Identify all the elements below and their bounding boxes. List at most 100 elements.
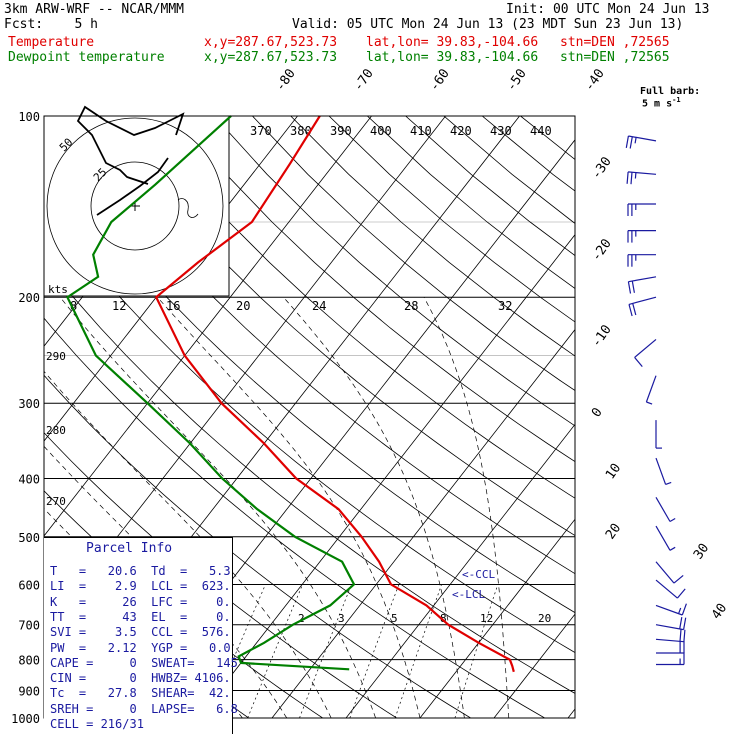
temp-label-top: -60 <box>427 66 453 94</box>
wind-barb <box>625 135 657 149</box>
valid-time: Valid: 05 UTC Mon 24 Jun 13 (23 MDT Sun … <box>292 17 684 32</box>
parcel-row: K = 26 LFC = 0. <box>50 594 231 609</box>
barb-legend-units-exp: -1 <box>672 96 681 104</box>
dry-adiabat <box>44 317 545 718</box>
pressure-tick-label: 300 <box>18 397 40 411</box>
wind-barb <box>655 603 687 616</box>
mixing-ratio-label: 3 <box>338 612 345 625</box>
dry-adiabat <box>60 116 575 575</box>
parcel-info-title: Parcel Info <box>86 541 173 556</box>
barb-flag <box>679 629 682 642</box>
temp-label-right: 20 <box>603 521 624 542</box>
parcel-row: PW = 2.12 YGP = 0.0 <box>50 640 231 655</box>
wind-barb <box>628 296 657 317</box>
dry-adiabat <box>44 260 575 694</box>
pressure-tick-label: 1000 <box>11 712 40 726</box>
isotherm <box>197 234 575 718</box>
parcel-info-panel: Parcel Info T = 20.6 Td = 5.3 LI = 2.9 LC… <box>44 537 238 734</box>
wind-barb <box>627 276 657 294</box>
barb-flag <box>628 304 633 317</box>
barb-staff <box>628 171 657 175</box>
barb-staff <box>628 296 657 305</box>
barb-flag <box>625 135 629 149</box>
temp-label-right: -30 <box>589 154 615 182</box>
theta-label: 390 <box>330 124 352 138</box>
barb-flag <box>631 280 635 293</box>
mixing-ratio-line <box>394 584 442 718</box>
ccl-mark: <-CCL <box>462 568 495 581</box>
moist-adiabat <box>283 296 465 718</box>
dry-adiabat <box>44 146 575 614</box>
barb-legend-units: 5 m s-1 <box>642 95 681 109</box>
barb-staff <box>628 276 657 283</box>
barb-staff <box>655 457 667 485</box>
dry-adiabat <box>481 116 575 192</box>
parcel-row: CAPE = 0 SWEAT= 145 <box>50 655 238 670</box>
temp-label-right: -20 <box>589 236 615 264</box>
mixing-ratio-line <box>208 584 266 718</box>
wind-barb <box>627 203 656 216</box>
barb-staff <box>655 496 671 522</box>
barb-flag <box>626 171 629 184</box>
temperature-line <box>154 115 515 673</box>
barb-flag <box>630 172 633 185</box>
parcel-row: LI = 2.9 LCL = 623. <box>50 579 231 594</box>
mixing-ratio-label: 12 <box>480 612 493 625</box>
wind-barb <box>627 230 656 243</box>
temp-label-right: 40 <box>709 601 730 622</box>
temp-label-top: -70 <box>351 66 377 94</box>
barb-staff <box>655 638 684 643</box>
barb-flag <box>681 603 687 616</box>
temp-label-right: 0 <box>589 405 606 420</box>
inset-speed-label: 12 <box>112 299 126 313</box>
temp-label-right: 10 <box>603 461 624 482</box>
moist-adiabat <box>44 370 332 718</box>
hodograph-detail <box>177 198 199 218</box>
dewpoint-label: Dewpoint temperature <box>8 50 165 65</box>
height-label: 290 <box>46 350 66 363</box>
barb-flag <box>646 401 653 405</box>
inset-speed-label: 24 <box>312 299 326 313</box>
mixing-ratio-line <box>299 584 352 718</box>
barb-flag <box>627 281 632 294</box>
barb-legend-units-text: 5 m s <box>642 98 673 110</box>
temp-label-right: -10 <box>589 322 615 350</box>
temp-label-top: -80 <box>273 66 299 94</box>
temp-label-right: 30 <box>691 541 712 562</box>
wind-barb <box>655 457 672 485</box>
moist-adiabat <box>423 297 510 718</box>
inset-units: kts <box>48 283 68 296</box>
temperature-latlon: lat,lon= 39.83,-104.66 <box>366 35 539 50</box>
barb-flag <box>629 136 633 149</box>
wind-barb <box>655 616 687 631</box>
dry-adiabat <box>98 116 575 537</box>
isotherm <box>642 116 740 718</box>
mixing-ratio-label: 20 <box>538 612 551 625</box>
parcel-row: SVI = 3.5 CCL = 576. <box>50 625 231 640</box>
pressure-tick-label: 200 <box>18 291 40 305</box>
pressure-tick-label: 100 <box>18 110 40 124</box>
barb-flag <box>679 616 683 630</box>
barb-staff <box>655 624 684 631</box>
mixing-ratio-label: 8 <box>440 612 447 625</box>
wind-barb <box>656 641 685 654</box>
parcel-row: TT = 43 EL = 0. <box>50 609 231 624</box>
wind-barb <box>656 652 685 666</box>
wind-barbs <box>625 135 687 666</box>
isotherm <box>493 613 575 718</box>
mixing-ratio-line <box>454 584 499 718</box>
inset-speed-label: 16 <box>166 299 180 313</box>
isotherm <box>567 708 575 718</box>
barb-flag <box>683 617 687 630</box>
hodograph-trace <box>76 105 185 185</box>
dewpoint-xy: x,y=287.67,523.73 <box>204 50 338 65</box>
pressure-tick-label: 500 <box>18 531 40 545</box>
height-label: 270 <box>46 495 66 508</box>
wind-barb <box>655 420 662 449</box>
dry-adiabat <box>44 374 471 718</box>
theta-label: 370 <box>250 124 272 138</box>
temperature-station: stn=DEN ,72565 <box>560 35 670 50</box>
barb-flag <box>683 629 686 642</box>
barb-staff <box>634 338 657 358</box>
